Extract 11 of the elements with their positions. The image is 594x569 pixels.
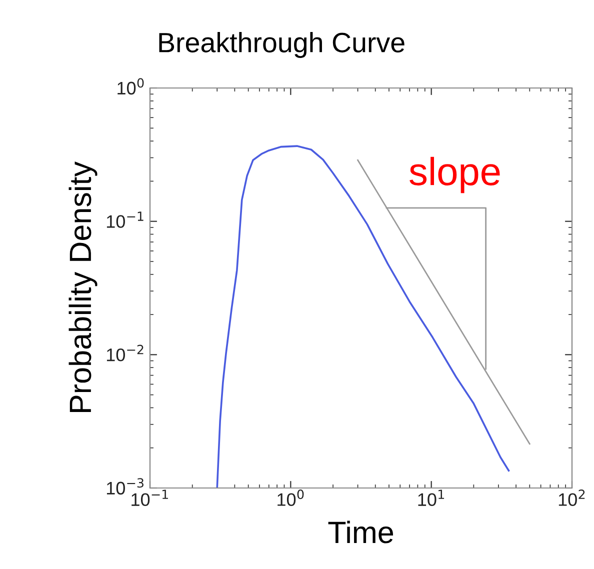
y-axis-title: Probability Density xyxy=(68,162,98,412)
x-tick-label: 10$^{−1}$ xyxy=(132,490,168,506)
annotation: slope xyxy=(410,156,500,194)
y-tick-label: 10$^{−2}$ xyxy=(106,344,144,362)
x-tick-label: 10$^{0}$ xyxy=(278,490,304,506)
x-tick-label: 10$^{2}$ xyxy=(558,490,585,506)
x-tick-label: 10$^{1}$ xyxy=(418,490,444,506)
y-tick-label: 10$^{−1}$ xyxy=(106,212,144,228)
chart-title: Breakthrough Curve xyxy=(159,32,404,58)
x-axis-title: Time xyxy=(328,520,394,544)
y-tick-label: 10$^{0}$ xyxy=(118,78,144,95)
